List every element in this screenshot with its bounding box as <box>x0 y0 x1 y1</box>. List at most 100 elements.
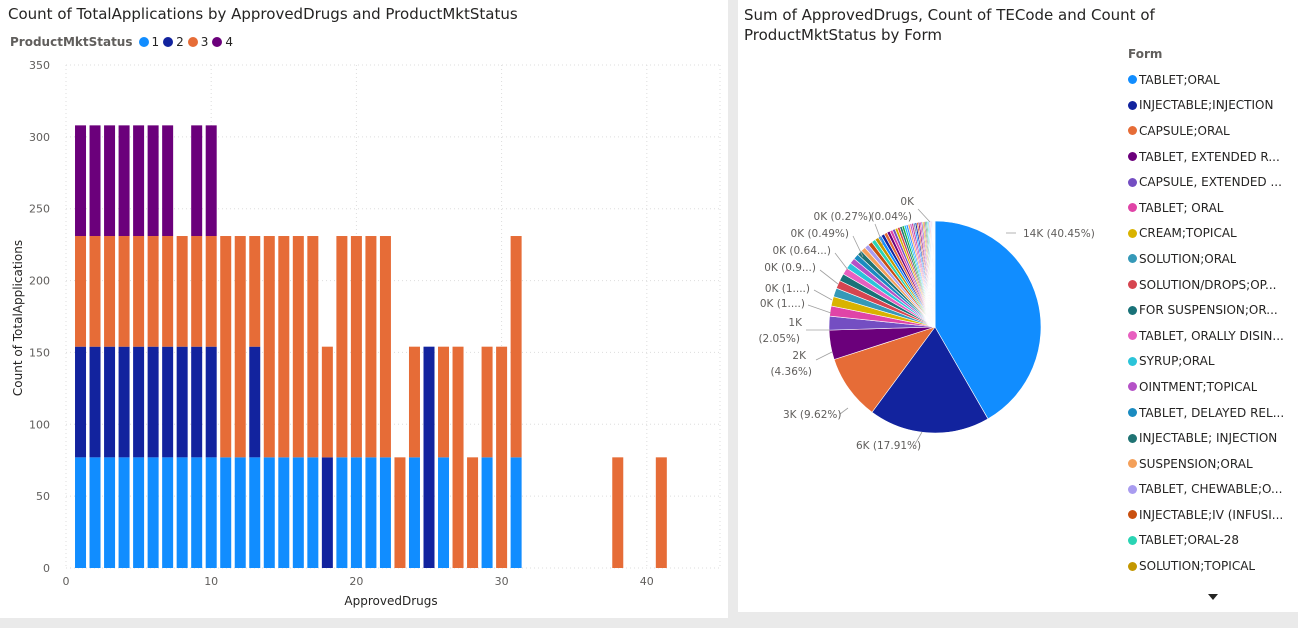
legend-item-3[interactable]: 3 <box>187 35 209 49</box>
legend-dot <box>1128 75 1137 85</box>
form-legend-item[interactable]: OINTMENT;TOPICAL <box>1128 374 1294 400</box>
pie-data-label: 1K <box>788 317 803 329</box>
bar-segment-3 <box>467 457 479 568</box>
form-legend-item[interactable]: CAPSULE;ORAL <box>1128 118 1294 144</box>
y-tick-label: 50 <box>36 490 50 503</box>
form-legend-item[interactable]: CAPSULE, EXTENDED ... <box>1128 169 1294 195</box>
legend-dot <box>1128 228 1137 238</box>
bar-segment-1 <box>438 457 450 568</box>
legend-item-1[interactable]: 1 <box>138 35 159 49</box>
bar-segment-3 <box>336 236 348 458</box>
form-legend-label: TABLET;ORAL <box>1139 72 1220 87</box>
form-legend-item[interactable]: TABLET, ORALLY DISIN... <box>1128 323 1294 349</box>
pie-data-label: 6K (17.91%) <box>856 440 921 452</box>
bar-segment-3 <box>307 236 319 458</box>
form-legend-label: TABLET; ORAL <box>1139 200 1224 215</box>
x-tick-label: 40 <box>640 575 654 588</box>
legend-items: 1 2 3 4 <box>138 35 238 49</box>
pie-slice <box>934 220 1042 420</box>
form-legend-label: FOR SUSPENSION;OR... <box>1139 303 1278 318</box>
bar-segment-4 <box>133 125 145 237</box>
x-axis-label: ApprovedDrugs <box>344 594 437 608</box>
form-legend-item[interactable]: TABLET, DELAYED REL... <box>1128 400 1294 426</box>
x-tick-label: 30 <box>495 575 509 588</box>
bar-chart-svg: 0 50 100 150 200 250 300 350 0 10 20 30 40 ApprovedDr… <box>11 59 721 608</box>
legend-dot <box>1128 152 1137 162</box>
form-legend-item[interactable]: TABLET;ORAL <box>1128 67 1294 93</box>
x-tick-label: 20 <box>349 575 363 588</box>
bar-segment-3 <box>249 236 261 347</box>
bar-segment-1 <box>162 457 174 568</box>
form-legend-item[interactable]: TABLET, CHEWABLE;O... <box>1128 477 1294 503</box>
legend-label: 4 <box>225 35 234 49</box>
form-legend-item[interactable]: TABLET;ORAL-28 <box>1128 528 1294 554</box>
bar-segment-3 <box>438 346 450 458</box>
bar-segment-3 <box>104 236 116 347</box>
leader-line <box>852 235 864 258</box>
bar-segment-3 <box>133 236 145 347</box>
form-legend-label: INJECTABLE;INJECTION <box>1139 98 1274 113</box>
form-legend-item[interactable]: TABLET, EXTENDED R... <box>1128 144 1294 170</box>
leader-line <box>815 351 833 361</box>
bar-segment-4 <box>191 125 203 237</box>
bar-segment-3 <box>496 346 508 568</box>
legend-scroll-down-icon[interactable] <box>1208 594 1218 600</box>
leader-line <box>917 208 931 223</box>
bar-segment-3 <box>321 346 333 458</box>
leader-line <box>834 252 849 271</box>
y-tick-label: 350 <box>29 59 50 72</box>
bar-segment-1 <box>510 457 522 568</box>
pie-data-label: 0K <box>900 196 915 208</box>
leader-line <box>874 223 884 246</box>
form-legend-label: OINTMENT;TOPICAL <box>1139 379 1258 394</box>
bar-segment-2 <box>249 346 261 458</box>
bar-segment-2 <box>162 346 174 458</box>
bar-segment-1 <box>365 457 377 568</box>
legend-item-2[interactable]: 2 <box>163 35 184 49</box>
bar-segment-3 <box>655 457 667 568</box>
legend-dot <box>1128 126 1137 136</box>
form-legend-label: SUSPENSION;ORAL <box>1139 456 1253 471</box>
form-legend-item[interactable]: INJECTABLE; INJECTION <box>1128 425 1294 451</box>
legend-dot <box>1128 100 1137 110</box>
form-legend-item[interactable]: SYRUP;ORAL <box>1128 349 1294 375</box>
pie-chart-svg: 14K (40.45%) 6K (17.91%) 3K (9.62%) 2K (4.36… <box>758 196 1094 452</box>
pie-chart-panel[interactable]: Sum of ApprovedDrugs, Count of TECode an… <box>738 0 1298 612</box>
form-legend-label: INJECTABLE;IV (INFUSI... <box>1139 507 1284 522</box>
form-legend-item[interactable]: INJECTABLE;IV (INFUSI... <box>1128 502 1294 528</box>
legend-dot <box>1128 459 1137 469</box>
bar-segment-3 <box>365 236 377 458</box>
bar-segment-1 <box>104 457 116 568</box>
bar-segment-4 <box>118 125 130 237</box>
legend-title: ProductMktStatus <box>10 35 133 49</box>
form-legend-item[interactable]: INJECTABLE;INJECTION <box>1128 93 1294 119</box>
form-legend-label: SOLUTION;ORAL <box>1139 251 1237 266</box>
legend-dot <box>1128 203 1137 213</box>
form-legend-item[interactable]: SOLUTION;ORAL <box>1128 246 1294 272</box>
form-legend-item[interactable]: SUSPENSION;ORAL <box>1128 451 1294 477</box>
form-legend-item[interactable]: SOLUTION;TOPICAL <box>1128 553 1294 579</box>
legend-dot <box>212 37 223 47</box>
form-legend-label: TABLET, EXTENDED R... <box>1139 149 1280 164</box>
pie-data-label: 0K (0.49%) <box>791 228 849 240</box>
pie-data-label: 0K (1....) <box>760 298 805 310</box>
bar-segment-4 <box>147 125 159 237</box>
form-legend-title: Form <box>1128 47 1163 61</box>
legend-dot <box>1128 254 1137 264</box>
bar-segment-1 <box>249 457 261 568</box>
form-legend-label: TABLET;ORAL-28 <box>1139 533 1240 548</box>
pie-data-label: (4.36%) <box>770 366 812 378</box>
form-legend-item[interactable]: SOLUTION/DROPS;OP... <box>1128 272 1294 298</box>
form-legend-item[interactable]: TABLET; ORAL <box>1128 195 1294 221</box>
form-legend-item[interactable]: CREAM;TOPICAL <box>1128 221 1294 247</box>
bar-segment-4 <box>89 125 101 237</box>
bar-segment-2 <box>133 346 145 458</box>
bar-segment-1 <box>292 457 304 568</box>
form-legend-item[interactable]: FOR SUSPENSION;OR... <box>1128 297 1294 323</box>
bar-segment-2 <box>176 346 188 458</box>
legend-label: 3 <box>200 35 209 49</box>
legend-item-4[interactable]: 4 <box>212 35 233 49</box>
bar-segment-3 <box>379 236 391 458</box>
bar-segment-4 <box>205 125 217 237</box>
bar-chart-panel[interactable]: Count of TotalApplications by ApprovedDr… <box>0 0 728 618</box>
